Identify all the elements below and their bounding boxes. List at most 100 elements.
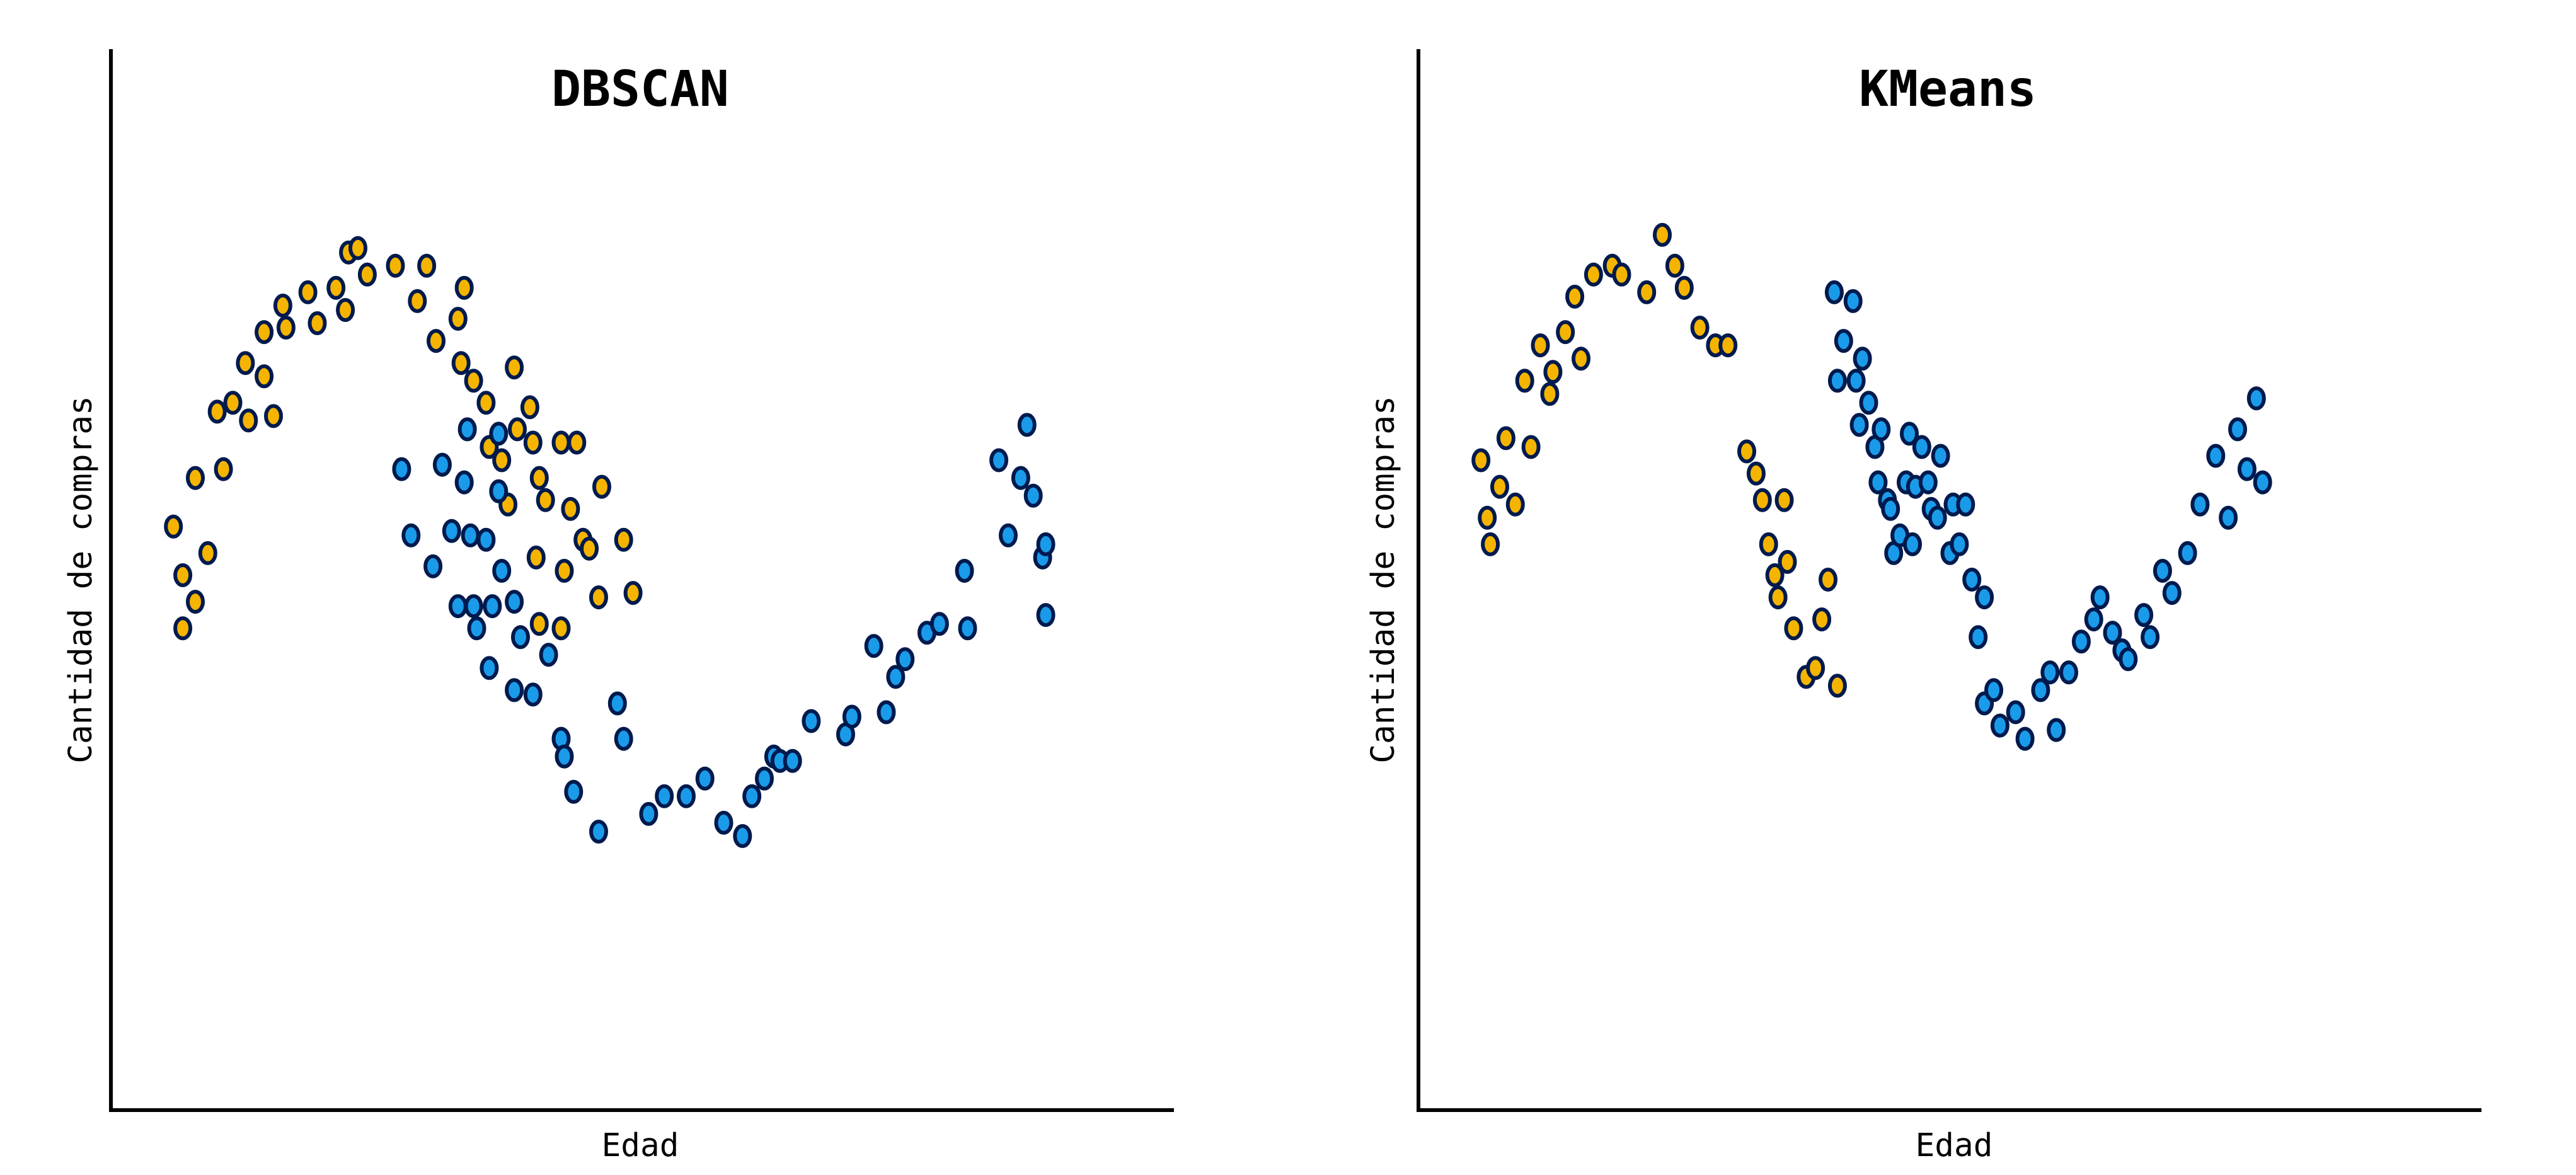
data-point-s1-15 xyxy=(489,421,509,446)
data-point-s1-52 xyxy=(2206,444,2226,468)
data-point-s0-14 xyxy=(1584,262,1603,287)
data-point-s0-12 xyxy=(1565,284,1585,309)
data-point-s1-38 xyxy=(783,748,802,773)
data-point-s1-5 xyxy=(448,594,468,619)
data-point-s0-6 xyxy=(207,399,227,424)
data-point-s1-30 xyxy=(677,784,696,808)
data-point-s0-6 xyxy=(1515,369,1534,393)
data-point-s1-44 xyxy=(886,665,906,689)
data-point-s0-26 xyxy=(1752,488,1772,512)
chart-title: DBSCAN xyxy=(551,61,729,118)
data-point-s0-46 xyxy=(561,496,580,521)
data-point-s0-29 xyxy=(1768,585,1788,610)
data-point-s0-2 xyxy=(1481,532,1500,556)
data-point-s0-50 xyxy=(589,585,608,610)
data-point-s0-49 xyxy=(580,536,599,561)
data-point-s1-1 xyxy=(1827,369,1847,393)
data-point-s1-26 xyxy=(1950,532,1969,556)
data-point-s0-1 xyxy=(1478,505,1497,530)
data-point-s0-53 xyxy=(623,581,643,605)
data-point-s0-31 xyxy=(1778,549,1797,574)
data-point-s1-41 xyxy=(2084,607,2103,632)
data-point-s1-7 xyxy=(457,417,477,442)
data-point-s0-38 xyxy=(523,430,543,455)
data-point-s0-36 xyxy=(508,417,527,442)
data-point-s0-44 xyxy=(555,559,574,583)
data-point-s1-56 xyxy=(2246,386,2266,411)
data-point-s1-19 xyxy=(505,590,524,614)
data-point-s1-39 xyxy=(802,709,821,733)
data-point-s0-32 xyxy=(1784,616,1803,641)
data-point-s0-39 xyxy=(526,545,546,570)
data-point-s0-7 xyxy=(1521,435,1541,459)
data-point-s0-34 xyxy=(1806,656,1826,680)
data-point-s1-3 xyxy=(1843,289,1863,313)
data-point-s1-47 xyxy=(2141,625,2160,650)
data-point-s1-34 xyxy=(742,784,762,808)
data-point-s1-23 xyxy=(555,744,574,769)
data-point-s1-43 xyxy=(2103,621,2122,645)
data-point-s1-53 xyxy=(1017,413,1037,437)
data-point-s0-27 xyxy=(1759,532,1778,556)
data-point-s1-49 xyxy=(958,616,977,641)
data-point-s1-50 xyxy=(989,448,1009,473)
data-point-s0-24 xyxy=(1737,439,1756,464)
data-point-s0-8 xyxy=(223,391,243,415)
data-point-s1-10 xyxy=(1872,417,1891,442)
data-point-s0-37 xyxy=(520,395,539,420)
data-point-s0-17 xyxy=(308,311,327,335)
dbscan-panel: DBSCAN Edad Cantidad de compras xyxy=(62,49,1174,1164)
data-point-s1-0 xyxy=(392,457,411,481)
data-point-s1-2 xyxy=(1834,329,1853,353)
data-point-s1-45 xyxy=(895,647,915,672)
data-point-s1-23 xyxy=(1931,444,1950,468)
data-point-s1-56 xyxy=(1036,603,1055,628)
data-point-s0-52 xyxy=(614,527,633,552)
x-axis-label: Edad xyxy=(1916,1127,1993,1164)
data-point-s0-35 xyxy=(505,355,524,380)
data-point-s1-39 xyxy=(2059,660,2078,685)
data-point-s0-8 xyxy=(1531,333,1550,358)
data-point-s0-36 xyxy=(1819,568,1837,592)
x-axis-label: Edad xyxy=(602,1127,679,1164)
data-point-s1-55 xyxy=(2237,457,2257,481)
data-point-s1-33 xyxy=(733,824,752,848)
data-point-s0-3 xyxy=(186,466,205,490)
data-point-s1-35 xyxy=(755,766,774,791)
data-point-s0-16 xyxy=(298,280,318,304)
y-axis-label: Cantidad de compras xyxy=(1365,396,1402,763)
data-point-s1-25 xyxy=(589,820,608,844)
data-point-s1-6 xyxy=(1853,347,1872,371)
data-point-s0-35 xyxy=(1812,607,1832,632)
data-point-s1-50 xyxy=(2178,541,2197,565)
data-point-s1-42 xyxy=(864,634,883,658)
data-point-s0-18 xyxy=(1653,222,1672,247)
data-point-s1-1 xyxy=(401,523,421,547)
data-point-s0-17 xyxy=(1637,280,1657,304)
data-point-s0-5 xyxy=(1505,492,1525,517)
data-point-s1-52 xyxy=(1011,466,1030,490)
data-point-s0-42 xyxy=(536,488,555,512)
data-point-s1-20 xyxy=(1918,470,1938,495)
data-point-s1-16 xyxy=(492,559,512,583)
data-points xyxy=(164,236,1055,848)
data-point-s0-31 xyxy=(476,391,496,415)
data-point-s0-20 xyxy=(1674,275,1694,300)
data-point-s1-14 xyxy=(480,656,499,680)
data-point-s1-57 xyxy=(1036,532,1055,556)
data-point-s1-29 xyxy=(1969,625,1988,650)
data-point-s1-42 xyxy=(2090,585,2110,610)
data-point-s1-37 xyxy=(2040,660,2060,685)
data-point-s0-21 xyxy=(348,236,367,260)
y-axis-label: Cantidad de compras xyxy=(62,396,100,763)
data-point-s1-54 xyxy=(1023,483,1043,508)
data-point-s1-29 xyxy=(655,784,674,808)
data-point-s0-9 xyxy=(1540,382,1560,406)
data-point-s1-27 xyxy=(614,726,633,751)
data-point-s1-2 xyxy=(423,554,443,578)
data-point-s0-0 xyxy=(164,514,183,539)
data-point-s1-22 xyxy=(1928,505,1947,530)
data-point-s0-23 xyxy=(386,253,405,278)
data-point-s1-34 xyxy=(2006,700,2025,725)
